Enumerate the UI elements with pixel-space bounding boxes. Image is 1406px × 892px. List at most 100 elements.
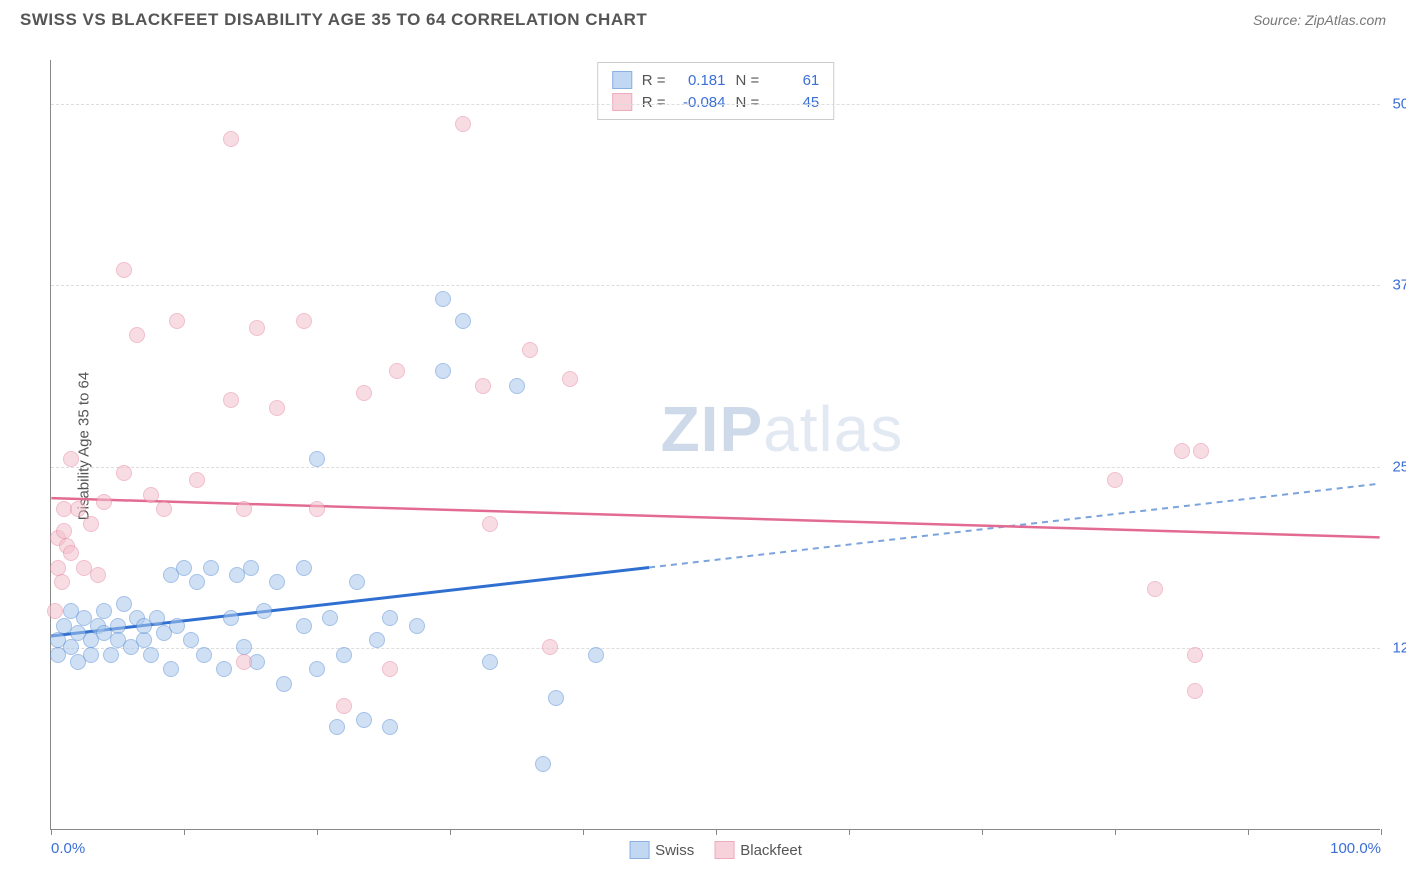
scatter-point: [535, 756, 551, 772]
scatter-point: [103, 647, 119, 663]
scatter-point: [309, 661, 325, 677]
scatter-point: [243, 560, 259, 576]
scatter-point: [189, 574, 205, 590]
trend-line: [649, 484, 1380, 568]
scatter-point: [83, 516, 99, 532]
scatter-point: [63, 451, 79, 467]
scatter-point: [1107, 472, 1123, 488]
legend-r-label: R =: [642, 72, 666, 89]
scatter-point: [90, 567, 106, 583]
scatter-point: [169, 618, 185, 634]
scatter-point: [309, 451, 325, 467]
scatter-point: [223, 131, 239, 147]
legend-series-item: Swiss: [629, 841, 694, 859]
scatter-point: [63, 545, 79, 561]
scatter-point: [482, 654, 498, 670]
scatter-point: [236, 654, 252, 670]
scatter-point: [169, 313, 185, 329]
scatter-point: [542, 639, 558, 655]
scatter-point: [236, 501, 252, 517]
scatter-point: [322, 610, 338, 626]
scatter-point: [309, 501, 325, 517]
scatter-point: [382, 719, 398, 735]
scatter-point: [588, 647, 604, 663]
scatter-point: [336, 698, 352, 714]
scatter-point: [70, 501, 86, 517]
scatter-point: [129, 327, 145, 343]
scatter-point: [156, 501, 172, 517]
watermark-light: atlas: [763, 393, 903, 465]
scatter-point: [116, 596, 132, 612]
scatter-point: [116, 262, 132, 278]
scatter-point: [455, 116, 471, 132]
x-tick: [1381, 829, 1382, 835]
scatter-point: [409, 618, 425, 634]
scatter-point: [1187, 683, 1203, 699]
x-tick: [583, 829, 584, 835]
legend-n-value: 45: [769, 94, 819, 111]
y-tick-label: 25.0%: [1392, 458, 1406, 475]
scatter-point: [276, 676, 292, 692]
scatter-point: [482, 516, 498, 532]
scatter-point: [296, 560, 312, 576]
scatter-point: [143, 487, 159, 503]
legend-n-value: 61: [769, 72, 819, 89]
y-tick-label: 37.5%: [1392, 277, 1406, 294]
scatter-point: [356, 385, 372, 401]
x-tick: [317, 829, 318, 835]
chart-plot-area: ZIPatlas R =0.181N =61R =-0.084N =45 Swi…: [50, 60, 1380, 830]
gridline: [51, 104, 1380, 105]
trend-line: [51, 498, 1379, 537]
scatter-point: [269, 400, 285, 416]
legend-n-label: N =: [736, 72, 760, 89]
scatter-point: [1193, 443, 1209, 459]
scatter-point: [522, 342, 538, 358]
y-tick-label: 12.5%: [1392, 640, 1406, 657]
scatter-point: [435, 291, 451, 307]
scatter-point: [223, 392, 239, 408]
scatter-point: [56, 523, 72, 539]
x-tick: [51, 829, 52, 835]
legend-swatch: [714, 841, 734, 859]
x-tick: [1115, 829, 1116, 835]
x-tick-label: 0.0%: [51, 840, 85, 857]
x-tick: [716, 829, 717, 835]
scatter-point: [336, 647, 352, 663]
legend-bottom: SwissBlackfeet: [629, 841, 802, 859]
scatter-point: [1147, 581, 1163, 597]
scatter-point: [183, 632, 199, 648]
scatter-point: [50, 560, 66, 576]
x-tick: [849, 829, 850, 835]
scatter-point: [296, 618, 312, 634]
x-tick-label: 100.0%: [1330, 840, 1381, 857]
legend-stats-row: R =-0.084N =45: [612, 91, 820, 113]
legend-r-value: 0.181: [676, 72, 726, 89]
gridline: [51, 285, 1380, 286]
legend-swatch: [629, 841, 649, 859]
scatter-point: [329, 719, 345, 735]
scatter-point: [269, 574, 285, 590]
legend-series-label: Swiss: [655, 842, 694, 859]
scatter-point: [96, 494, 112, 510]
scatter-point: [249, 320, 265, 336]
scatter-point: [1174, 443, 1190, 459]
scatter-point: [223, 610, 239, 626]
scatter-point: [382, 661, 398, 677]
x-tick: [184, 829, 185, 835]
scatter-point: [349, 574, 365, 590]
scatter-point: [163, 661, 179, 677]
scatter-point: [143, 647, 159, 663]
scatter-point: [96, 603, 112, 619]
legend-stats-box: R = 0.181 N = 61 R =-0.084N =45: [597, 62, 835, 120]
legend-swatch: [612, 71, 632, 89]
scatter-point: [475, 378, 491, 394]
scatter-point: [369, 632, 385, 648]
source-label: Source: ZipAtlas.com: [1253, 12, 1386, 28]
scatter-point: [382, 610, 398, 626]
legend-r-label: R =: [642, 94, 666, 111]
gridline: [51, 467, 1380, 468]
chart-title: SWISS VS BLACKFEET DISABILITY AGE 35 TO …: [20, 10, 647, 30]
y-tick-label: 50.0%: [1392, 95, 1406, 112]
scatter-point: [176, 560, 192, 576]
scatter-point: [47, 603, 63, 619]
